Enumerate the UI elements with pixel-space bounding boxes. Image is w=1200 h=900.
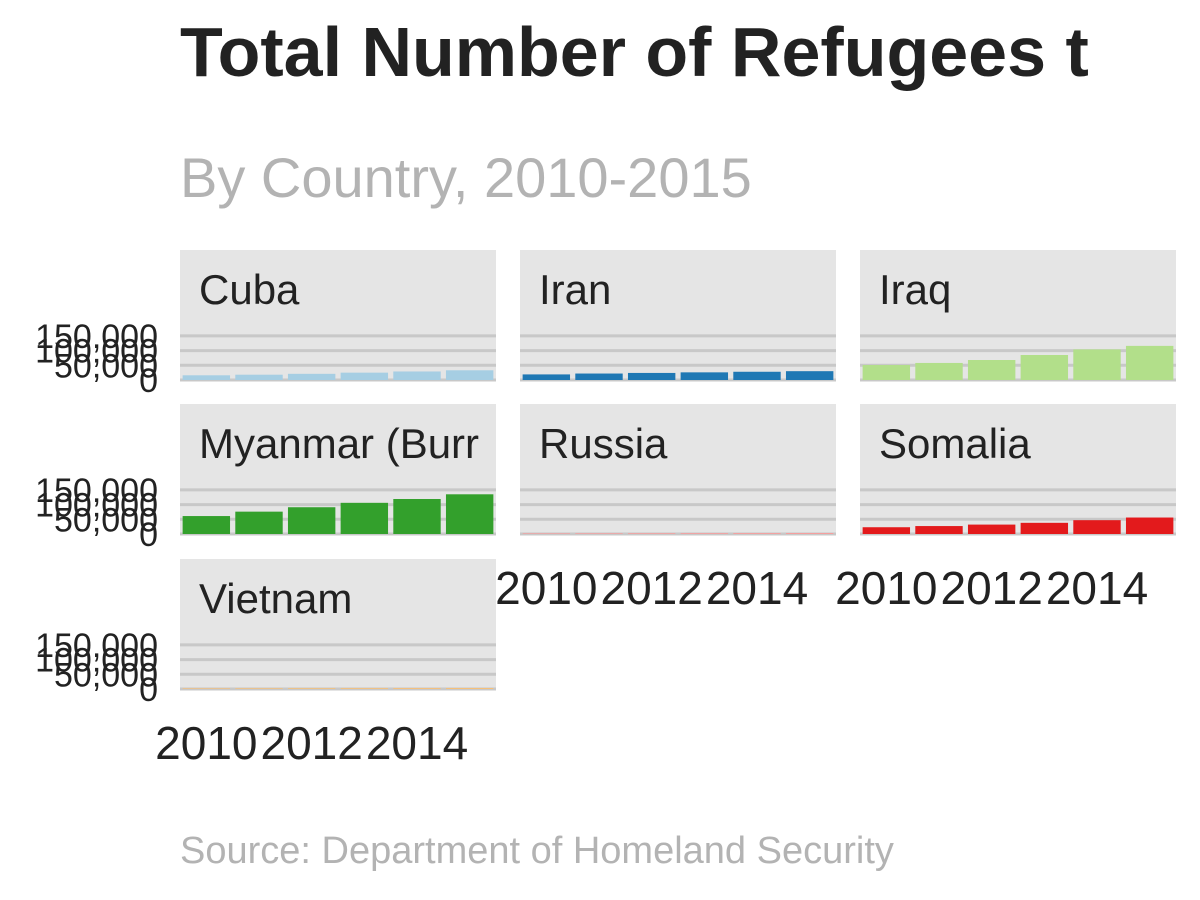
bar-iran-2014 bbox=[733, 371, 781, 380]
bar-vietnam-2011 bbox=[235, 688, 283, 689]
x-tick-label: 2014 bbox=[706, 562, 808, 614]
y-tick-label: 150,000 bbox=[35, 472, 158, 510]
bar-myanmar-burr-2013 bbox=[340, 502, 389, 534]
y-tick-label: 100,000 bbox=[35, 642, 158, 680]
x-tick-label: 2012 bbox=[260, 717, 362, 769]
bar-somalia-2011 bbox=[915, 526, 963, 534]
x-tick-label: 2014 bbox=[1046, 562, 1148, 614]
bar-russia-2012 bbox=[627, 533, 676, 534]
bar-iraq-2015 bbox=[1125, 345, 1174, 380]
bar-russia-2015 bbox=[785, 533, 834, 534]
bar-cuba-2011 bbox=[235, 374, 283, 380]
facet-strip bbox=[180, 404, 496, 484]
facet-strip bbox=[180, 559, 496, 639]
bar-iraq-2011 bbox=[915, 362, 963, 380]
facet-label: Vietnam bbox=[199, 575, 352, 622]
facet-label: Russia bbox=[539, 420, 668, 467]
facet-strip bbox=[520, 250, 836, 330]
bar-myanmar-burr-2014 bbox=[393, 499, 441, 534]
bar-cuba-2013 bbox=[340, 372, 389, 380]
bar-cuba-2015 bbox=[445, 370, 494, 380]
facet-panel-iraq: Iraq bbox=[860, 250, 1176, 382]
bar-somalia-2014 bbox=[1073, 520, 1121, 534]
x-tick-label: 2010 bbox=[835, 562, 937, 614]
bar-iraq-2012 bbox=[967, 360, 1016, 380]
bar-iran-2015 bbox=[785, 371, 834, 380]
y-tick-label: 50,000 bbox=[54, 501, 158, 539]
facet-strip bbox=[860, 404, 1176, 484]
facet-strip bbox=[860, 250, 1176, 330]
bar-somalia-2010 bbox=[862, 527, 911, 534]
chart-title: Total Number of Refugees t bbox=[180, 13, 1089, 91]
y-tick-label: 150,000 bbox=[35, 627, 158, 665]
bar-myanmar-burr-2011 bbox=[235, 511, 283, 534]
bar-somalia-2013 bbox=[1020, 522, 1069, 534]
plot-background bbox=[180, 330, 496, 380]
plot-background bbox=[520, 330, 836, 380]
bar-iran-2013 bbox=[680, 372, 729, 380]
bar-russia-2010 bbox=[522, 533, 571, 534]
facet-panel-somalia: Somalia 2010 2012 2014 bbox=[835, 404, 1176, 614]
plot-background bbox=[860, 484, 1176, 534]
bar-cuba-2012 bbox=[287, 373, 336, 380]
y-tick-label: 50,000 bbox=[54, 656, 158, 694]
y-tick-label: 100,000 bbox=[35, 333, 158, 371]
facet-label: Iraq bbox=[879, 266, 951, 313]
bar-cuba-2014 bbox=[393, 371, 441, 380]
facet-label: Iran bbox=[539, 266, 611, 313]
plot-background bbox=[180, 639, 496, 689]
bar-iraq-2010 bbox=[862, 365, 911, 380]
y-tick-label: 50,000 bbox=[54, 347, 158, 385]
x-tick-label: 2010 bbox=[155, 717, 257, 769]
plot-background bbox=[180, 484, 496, 534]
bar-iraq-2014 bbox=[1073, 349, 1121, 380]
bar-vietnam-2013 bbox=[340, 688, 389, 689]
y-tick-label: 150,000 bbox=[35, 318, 158, 356]
plot-background bbox=[520, 484, 836, 534]
x-tick-label: 2012 bbox=[600, 562, 702, 614]
bar-vietnam-2012 bbox=[287, 688, 336, 689]
bar-russia-2011 bbox=[575, 533, 623, 534]
facet-panel-iran: Iran bbox=[520, 250, 836, 382]
bar-iraq-2013 bbox=[1020, 355, 1069, 380]
facet-strip bbox=[520, 404, 836, 484]
facet-label: Myanmar (Burr bbox=[199, 420, 479, 467]
y-tick-label: 0 bbox=[139, 516, 158, 554]
facet-strip bbox=[180, 250, 496, 330]
bar-vietnam-2015 bbox=[445, 688, 494, 689]
facet-label: Somalia bbox=[879, 420, 1031, 467]
bar-russia-2013 bbox=[680, 533, 729, 534]
bar-vietnam-2014 bbox=[393, 688, 441, 689]
bar-somalia-2012 bbox=[967, 524, 1016, 534]
bar-cuba-2010 bbox=[182, 375, 231, 380]
y-tick-label: 0 bbox=[139, 362, 158, 400]
bar-iran-2012 bbox=[627, 372, 676, 380]
chart-source: Source: Department of Homeland Security bbox=[180, 830, 894, 872]
y-tick-label: 100,000 bbox=[35, 487, 158, 525]
chart-subtitle: By Country, 2010-2015 bbox=[180, 146, 752, 209]
facet-label: Cuba bbox=[199, 266, 300, 313]
bar-vietnam-2010 bbox=[182, 688, 231, 689]
bar-russia-2014 bbox=[733, 533, 781, 534]
bar-iran-2010 bbox=[522, 374, 571, 380]
plot-background bbox=[860, 330, 1176, 380]
bar-myanmar-burr-2015 bbox=[445, 494, 494, 534]
bar-myanmar-burr-2012 bbox=[287, 507, 336, 534]
y-tick-label: 0 bbox=[139, 671, 158, 709]
bar-iran-2011 bbox=[575, 373, 623, 380]
x-tick-label: 2010 bbox=[495, 562, 597, 614]
bar-myanmar-burr-2010 bbox=[182, 516, 231, 534]
facet-panel-russia: Russia 2010 2012 2014 bbox=[495, 404, 836, 614]
bar-somalia-2015 bbox=[1125, 517, 1174, 534]
x-tick-label: 2014 bbox=[366, 717, 468, 769]
x-tick-label: 2012 bbox=[940, 562, 1042, 614]
